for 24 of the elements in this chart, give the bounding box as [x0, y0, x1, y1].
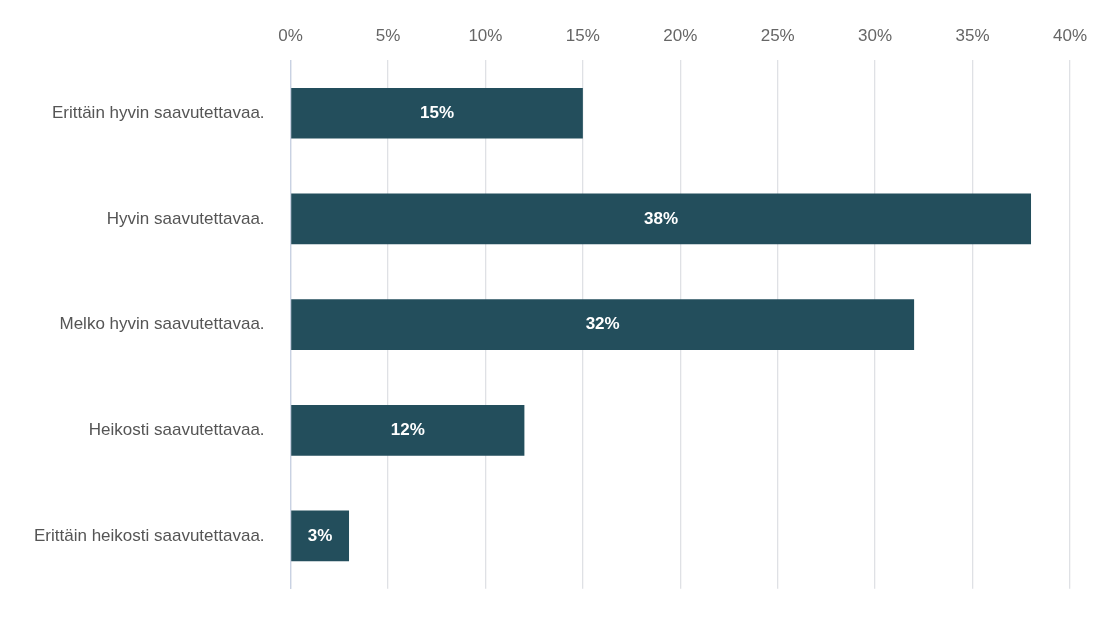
y-tick-label: Hyvin saavutettavaa. — [106, 208, 265, 228]
x-tick-label: 15% — [565, 25, 600, 45]
bar — [291, 510, 350, 562]
y-tick-label: Melko hyvin saavutettavaa. — [59, 314, 265, 334]
x-tick-label: 0% — [278, 25, 303, 45]
y-tick-label: Erittäin hyvin saavutettavaa. — [51, 102, 265, 122]
x-tick-label: 30% — [858, 25, 893, 45]
bar — [291, 193, 1032, 245]
x-tick-label: 40% — [1052, 25, 1087, 45]
y-tick-label: Erittäin heikosti saavutettavaa. — [33, 525, 265, 545]
data-label: 32% — [585, 314, 620, 334]
x-tick-label: 10% — [468, 25, 503, 45]
bar — [291, 87, 583, 139]
y-tick-label: Heikosti saavutettavaa. — [88, 419, 265, 439]
data-label: 12% — [390, 419, 425, 439]
x-tick-label: 25% — [760, 25, 795, 45]
data-label: 38% — [644, 208, 679, 228]
data-label: 3% — [307, 525, 333, 545]
x-tick-label: 5% — [375, 25, 401, 45]
bar — [291, 299, 915, 350]
bar — [291, 404, 525, 456]
x-tick-label: 35% — [955, 25, 990, 45]
x-tick-label: 20% — [663, 25, 698, 45]
data-label: 15% — [420, 102, 455, 122]
